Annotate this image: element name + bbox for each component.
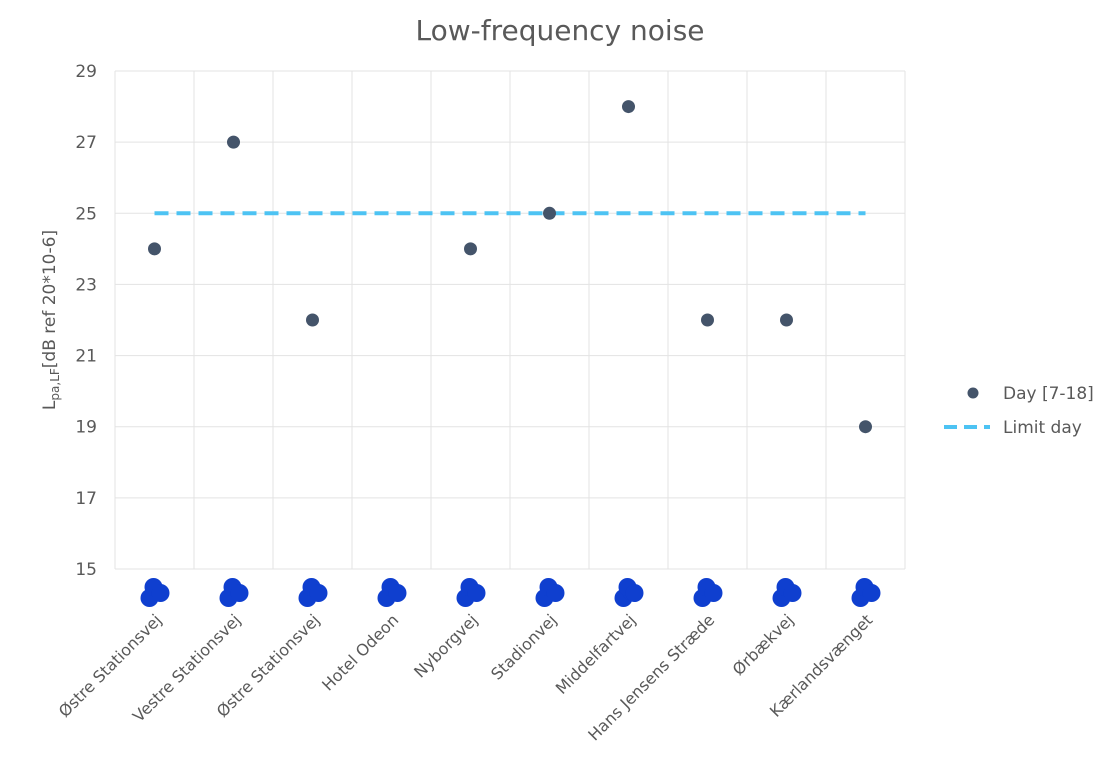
category-marker-dot — [546, 584, 565, 602]
y-tick-label: 29 — [75, 62, 97, 82]
category-marker-dot — [388, 584, 407, 602]
chart-title: Low-frequency noise — [415, 14, 704, 47]
day-data-point — [543, 206, 556, 220]
category-marker-dot — [625, 584, 644, 602]
category-marker-dot — [862, 584, 881, 602]
y-axis-label: Lpa,LF[dB ref 20*10-6] — [40, 230, 62, 410]
category-marker-cluster — [377, 578, 407, 607]
category-marker-dot — [783, 584, 802, 602]
y-tick-label: 21 — [75, 347, 97, 367]
category-marker-dot — [151, 584, 170, 602]
category-markers — [140, 578, 881, 607]
legend-label-limit: Limit day — [1003, 418, 1082, 438]
x-tick-label: Hans Jensens Stræde — [584, 610, 718, 744]
category-marker-cluster — [140, 578, 170, 607]
category-marker-dot — [230, 584, 249, 602]
day-data-point — [306, 313, 319, 327]
category-marker-cluster — [219, 578, 249, 607]
data-points — [148, 100, 872, 434]
day-data-point — [148, 242, 161, 256]
category-marker-cluster — [772, 578, 802, 607]
y-axis-label-sub: pa,LF — [48, 368, 62, 400]
legend-marker-day — [967, 387, 979, 399]
legend-label-day: Day [7-18] — [1003, 384, 1094, 404]
x-tick-label: Stadionvej — [487, 610, 560, 683]
y-axis-label-main: L — [40, 400, 60, 410]
day-data-point — [859, 420, 872, 434]
category-marker-cluster — [456, 578, 486, 607]
y-tick-label: 27 — [75, 133, 97, 153]
y-tick-label: 15 — [75, 560, 97, 580]
y-tick-label: 25 — [75, 204, 97, 224]
x-tick-label: Middelfartvej — [552, 610, 640, 698]
day-data-point — [464, 242, 477, 256]
day-data-point — [780, 313, 793, 327]
x-tick-label: Hotel Odeon — [318, 610, 402, 694]
category-marker-dot — [704, 584, 723, 602]
y-tick-label: 19 — [75, 418, 97, 438]
category-marker-cluster — [693, 578, 723, 607]
day-data-point — [622, 100, 635, 114]
y-tick-label: 17 — [75, 489, 97, 509]
y-tick-label: 23 — [75, 275, 97, 295]
category-marker-cluster — [614, 578, 644, 607]
day-data-point — [701, 313, 714, 327]
category-marker-cluster — [535, 578, 565, 607]
legend: Day [7-18] Limit day — [944, 384, 1094, 438]
category-marker-dot — [309, 584, 328, 602]
category-marker-cluster — [851, 578, 881, 607]
category-marker-dot — [467, 584, 486, 602]
x-tick-label: Ørbækvej — [729, 610, 798, 679]
category-marker-cluster — [298, 578, 328, 607]
y-axis-label-rest: [dB ref 20*10-6] — [40, 230, 60, 368]
y-axis-ticks: 15 17 19 21 23 25 27 29 — [75, 62, 97, 580]
x-tick-label: Nyborgvej — [410, 610, 481, 681]
day-data-point — [227, 135, 240, 149]
